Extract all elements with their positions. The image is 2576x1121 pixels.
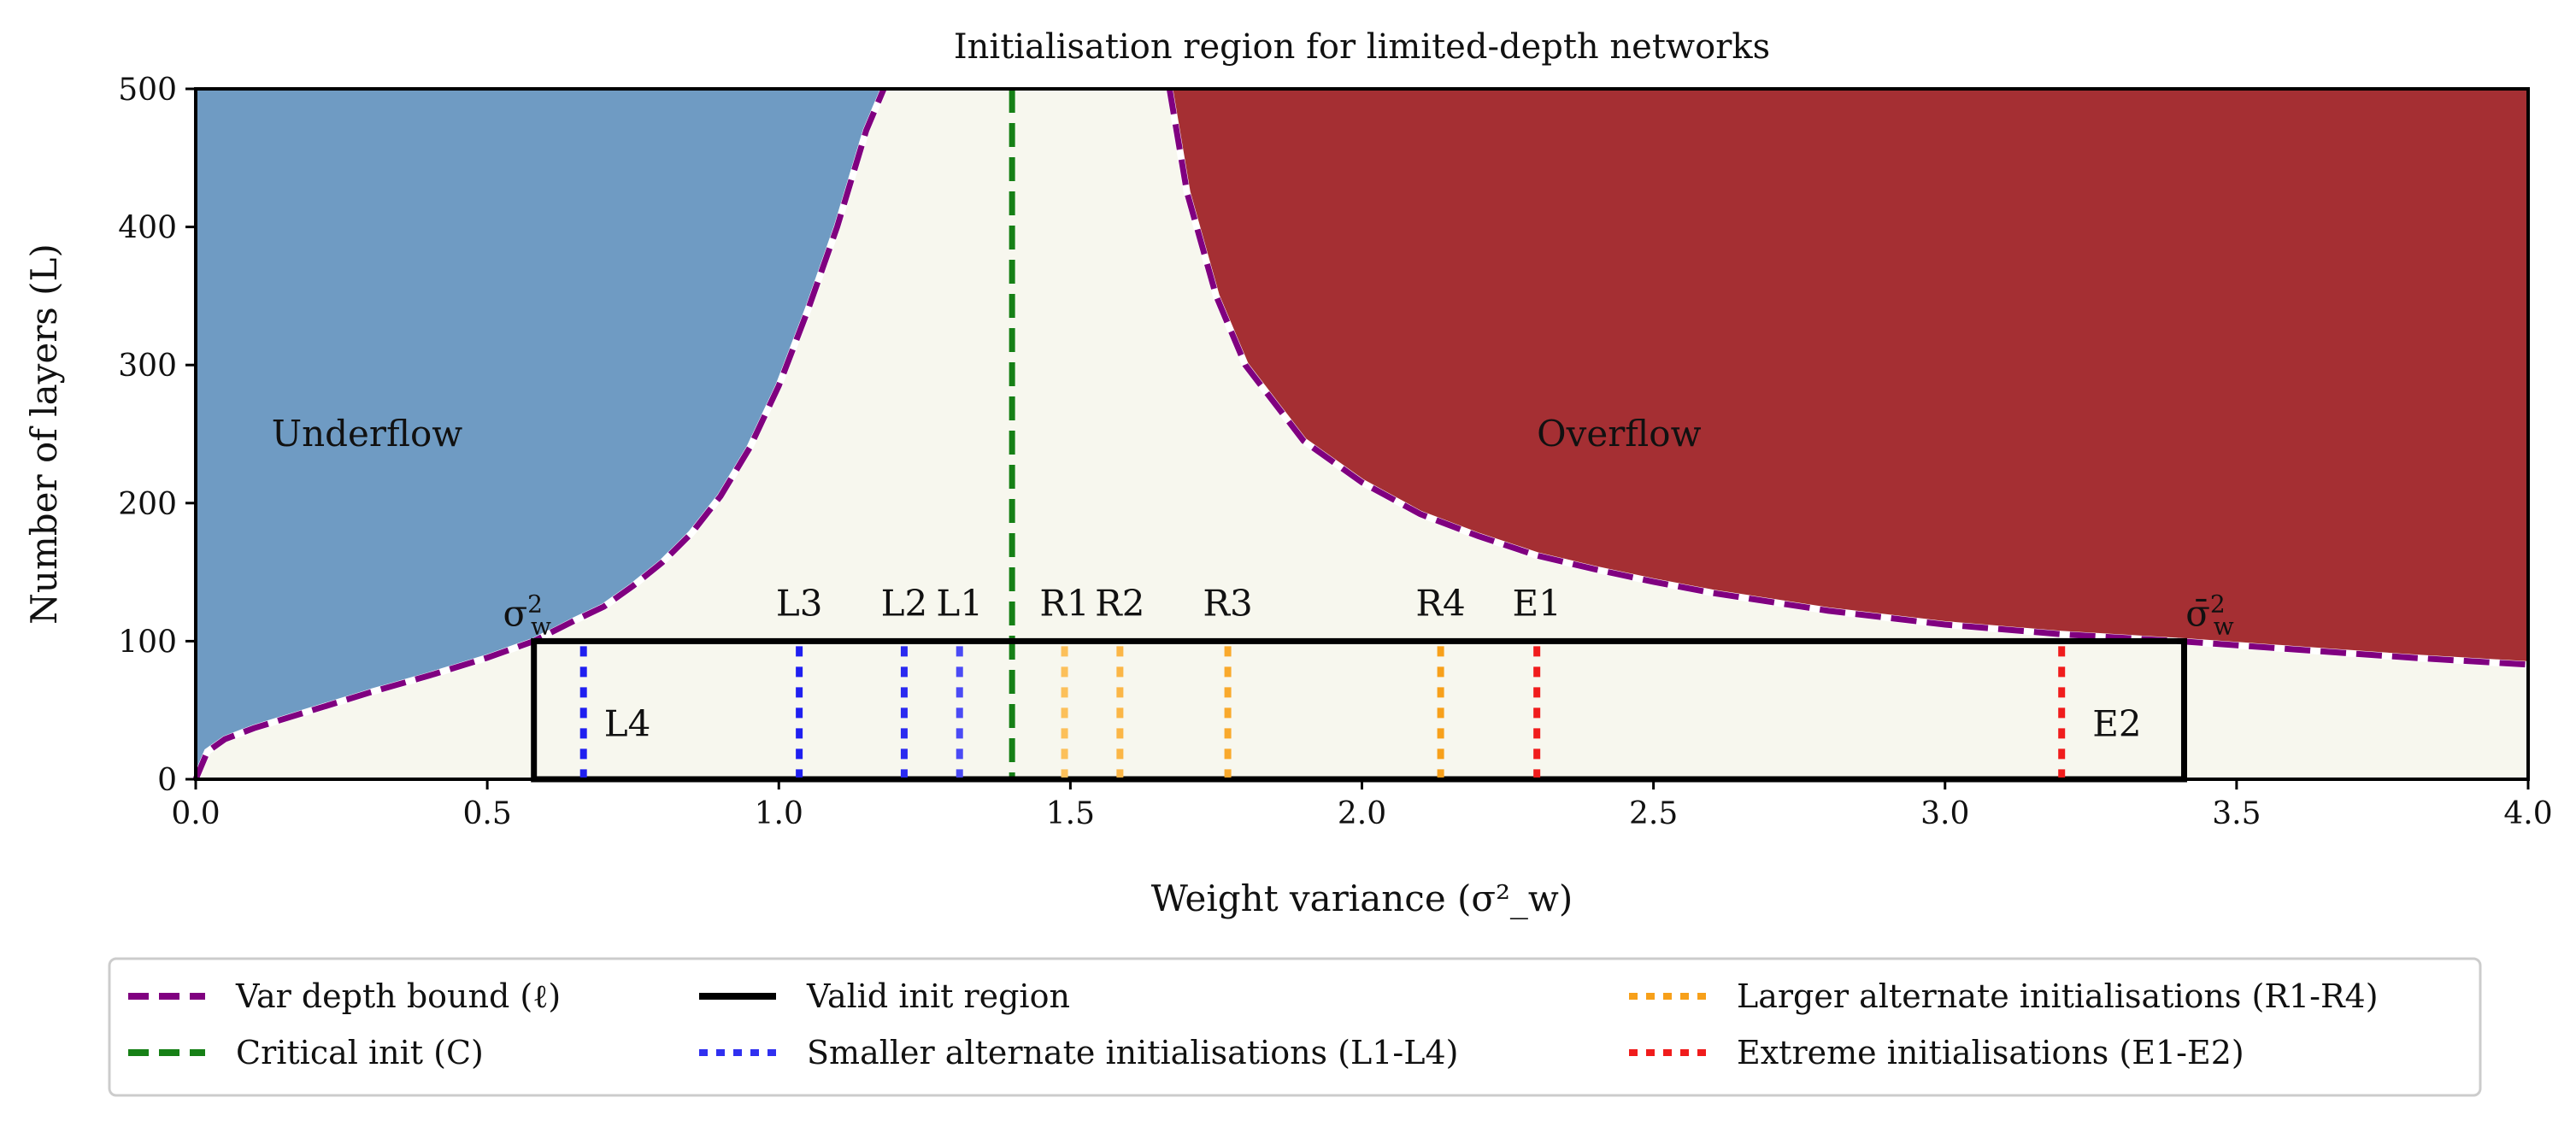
init-label-e2: E2 — [2092, 702, 2141, 744]
init-label-e1: E1 — [1512, 582, 1561, 624]
init-label-l4: L4 — [604, 702, 651, 744]
init-label-r2: R2 — [1095, 582, 1144, 624]
x-tick-label: 1.5 — [1046, 796, 1095, 831]
valid-region-left-label: σ2 w — [503, 590, 551, 640]
chart-title: Initialisation region for limited-depth … — [954, 27, 1770, 67]
legend-label-0: Var depth bound (ℓ) — [235, 977, 561, 1015]
y-tick-label: 0 — [157, 763, 177, 798]
underflow-label: Underflow — [272, 413, 463, 455]
x-tick-label: 3.5 — [2212, 796, 2261, 831]
x-tick-label: 4.0 — [2503, 796, 2552, 831]
y-axis-label: Number of layers (L) — [23, 244, 65, 625]
underflow-region — [196, 89, 885, 779]
plot-area: Underflow Overflow σ2 w σ̄2 w L4 L3 L2 L1 R1 R2 R3 R4… — [118, 73, 2552, 831]
valid-region-right-label: σ̄2 w — [2185, 590, 2234, 640]
x-tick-label: 2.5 — [1629, 796, 1678, 831]
y-tick-label: 500 — [118, 73, 177, 108]
overflow-label: Overflow — [1537, 413, 1701, 455]
x-tick-label: 1.0 — [755, 796, 803, 831]
depth-bound-left — [192, 87, 887, 781]
legend-label-3: Smaller alternate initialisations (L1-L4… — [807, 1034, 1458, 1071]
init-label-r3: R3 — [1203, 582, 1252, 624]
x-axis-label: Weight variance (σ²_w) — [1151, 877, 1573, 919]
overflow-region — [1169, 89, 2528, 665]
x-tick-label: 2.0 — [1338, 796, 1386, 831]
legend-label-4: Larger alternate initialisations (R1-R4) — [1737, 977, 2379, 1015]
x-tick-label: 0.0 — [171, 796, 220, 831]
init-label-l3: L3 — [776, 582, 823, 624]
y-tick-label: 400 — [118, 211, 177, 246]
x-tick-label: 3.0 — [1920, 796, 1969, 831]
y-tick-label: 200 — [118, 487, 177, 522]
x-tick-label: 0.5 — [462, 796, 511, 831]
y-tick-label: 300 — [118, 349, 177, 384]
legend-label-5: Extreme initialisations (E1-E2) — [1737, 1034, 2244, 1071]
init-label-l2: L2 — [881, 582, 928, 624]
init-label-l1: L1 — [936, 582, 983, 624]
legend-label-1: Critical init (C) — [236, 1034, 484, 1071]
legend: Var depth bound (ℓ) Critical init (C) Vali… — [108, 957, 2482, 1097]
y-tick-label: 100 — [118, 625, 177, 660]
init-label-r1: R1 — [1039, 582, 1089, 624]
init-label-r4: R4 — [1415, 582, 1465, 624]
legend-label-2: Valid init region — [806, 977, 1070, 1015]
